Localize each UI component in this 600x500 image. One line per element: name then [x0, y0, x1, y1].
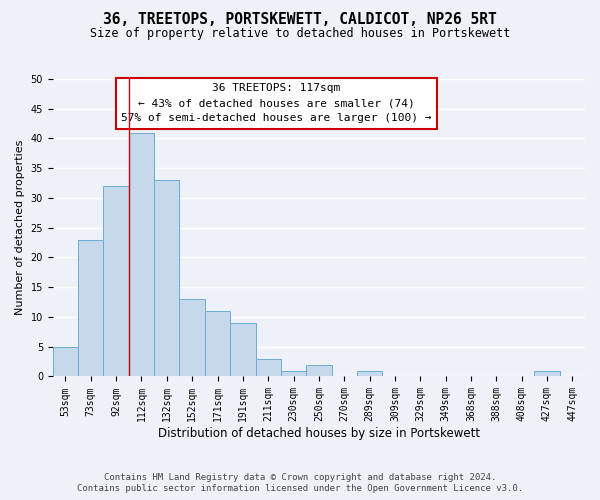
X-axis label: Distribution of detached houses by size in Portskewett: Distribution of detached houses by size … — [158, 427, 480, 440]
Bar — [154, 180, 179, 376]
Bar — [357, 370, 382, 376]
Text: 36, TREETOPS, PORTSKEWETT, CALDICOT, NP26 5RT: 36, TREETOPS, PORTSKEWETT, CALDICOT, NP2… — [103, 12, 497, 28]
Text: 36 TREETOPS: 117sqm
← 43% of detached houses are smaller (74)
57% of semi-detach: 36 TREETOPS: 117sqm ← 43% of detached ho… — [121, 84, 431, 123]
Bar — [103, 186, 129, 376]
Text: Contains HM Land Registry data © Crown copyright and database right 2024.: Contains HM Land Registry data © Crown c… — [104, 472, 496, 482]
Y-axis label: Number of detached properties: Number of detached properties — [15, 140, 25, 316]
Bar — [53, 346, 78, 376]
Bar — [205, 311, 230, 376]
Bar — [129, 132, 154, 376]
Bar — [306, 364, 332, 376]
Bar — [78, 240, 103, 376]
Text: Size of property relative to detached houses in Portskewett: Size of property relative to detached ho… — [90, 28, 510, 40]
Bar — [179, 299, 205, 376]
Bar — [256, 358, 281, 376]
Bar — [281, 370, 306, 376]
Bar — [535, 370, 560, 376]
Bar — [230, 323, 256, 376]
Text: Contains public sector information licensed under the Open Government Licence v3: Contains public sector information licen… — [77, 484, 523, 493]
